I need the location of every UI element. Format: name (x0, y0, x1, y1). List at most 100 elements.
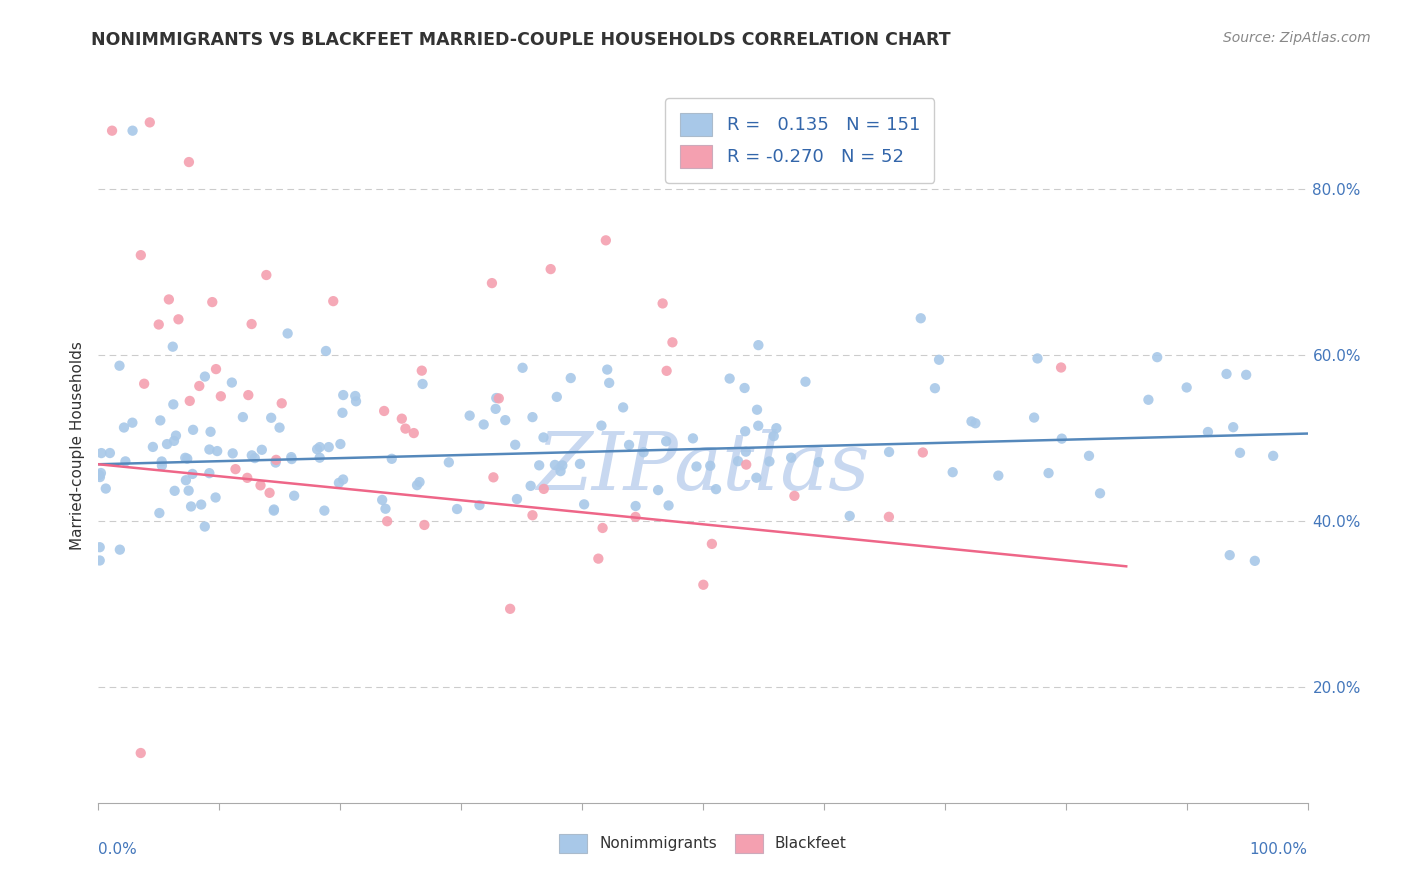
Point (209, 389, 232, 403)
Point (468, 498, 491, 512)
Point (177, 155, 200, 169)
Point (270, 396, 292, 410)
Point (283, 489, 305, 503)
Point (249, 478, 271, 492)
Point (328, 475, 350, 490)
Point (332, 406, 354, 420)
Point (308, 440, 330, 454)
Point (156, 437, 179, 451)
Point (682, 431, 704, 445)
Point (522, 410, 544, 425)
Point (734, 424, 756, 438)
Point (651, 296, 673, 310)
Point (758, 454, 780, 468)
Point (503, 438, 526, 452)
Point (1022, 410, 1045, 425)
Point (308, 450, 330, 465)
Point (149, 413, 172, 427)
Point (163, 434, 186, 448)
Point (238, 388, 260, 402)
Point (224, 462, 246, 476)
Point (332, 473, 354, 487)
Point (307, 442, 329, 457)
Point (134, 376, 156, 391)
Point (1234, 368, 1257, 382)
Point (374, 501, 396, 516)
Point (877, 445, 900, 459)
Point (588, 551, 610, 566)
Point (494, 413, 516, 427)
Point (762, 429, 785, 443)
Point (236, 471, 259, 485)
Point (221, 446, 243, 460)
Point (718, 371, 741, 385)
Point (1175, 380, 1198, 394)
Point (90, 466, 112, 480)
Point (165, 428, 187, 442)
Point (176, 451, 198, 466)
Text: 100.0%: 100.0% (1250, 842, 1308, 857)
Point (121, 416, 143, 430)
Point (402, 426, 425, 441)
Point (194, 369, 217, 384)
Point (965, 417, 987, 431)
Point (550, 464, 572, 478)
Point (624, 509, 647, 524)
Point (375, 514, 398, 528)
Point (221, 376, 243, 390)
Point (838, 508, 860, 523)
Point (240, 317, 263, 331)
Text: Source: ZipAtlas.com: Source: ZipAtlas.com (1223, 31, 1371, 45)
Y-axis label: Married-couple Households: Married-couple Households (70, 342, 86, 550)
Point (412, 376, 434, 391)
Point (446, 502, 468, 516)
Point (243, 451, 266, 466)
Point (190, 498, 212, 512)
Point (910, 311, 932, 326)
Point (198, 442, 221, 457)
Point (527, 458, 550, 473)
Point (1243, 554, 1265, 568)
Point (1222, 420, 1244, 434)
Point (624, 499, 647, 513)
Point (877, 509, 900, 524)
Point (391, 411, 413, 425)
Point (205, 444, 228, 458)
Point (745, 402, 768, 417)
Point (655, 364, 678, 378)
Point (315, 343, 337, 358)
Point (551, 458, 574, 473)
Point (90, 446, 112, 460)
Point (413, 518, 436, 533)
Point (408, 475, 430, 489)
Point (142, 440, 165, 454)
Point (394, 422, 416, 436)
Point (704, 482, 727, 496)
Point (647, 483, 669, 497)
Point (472, 417, 495, 432)
Point (198, 466, 221, 480)
Point (692, 578, 714, 592)
Point (94, 482, 117, 496)
Point (174, 450, 197, 465)
Point (568, 457, 591, 471)
Point (264, 453, 287, 467)
Point (655, 434, 678, 449)
Point (540, 262, 562, 277)
Point (280, 450, 302, 464)
Point (89, 553, 111, 567)
Point (1038, 466, 1060, 480)
Point (129, 746, 152, 760)
Point (485, 391, 508, 405)
Point (179, 393, 201, 408)
Point (194, 519, 217, 533)
Point (280, 452, 302, 467)
Point (1088, 486, 1111, 500)
Point (522, 508, 544, 523)
Point (458, 409, 481, 423)
Text: 0.0%: 0.0% (98, 842, 138, 857)
Point (633, 445, 655, 459)
Point (596, 362, 619, 376)
Point (544, 458, 567, 472)
Point (595, 233, 617, 247)
